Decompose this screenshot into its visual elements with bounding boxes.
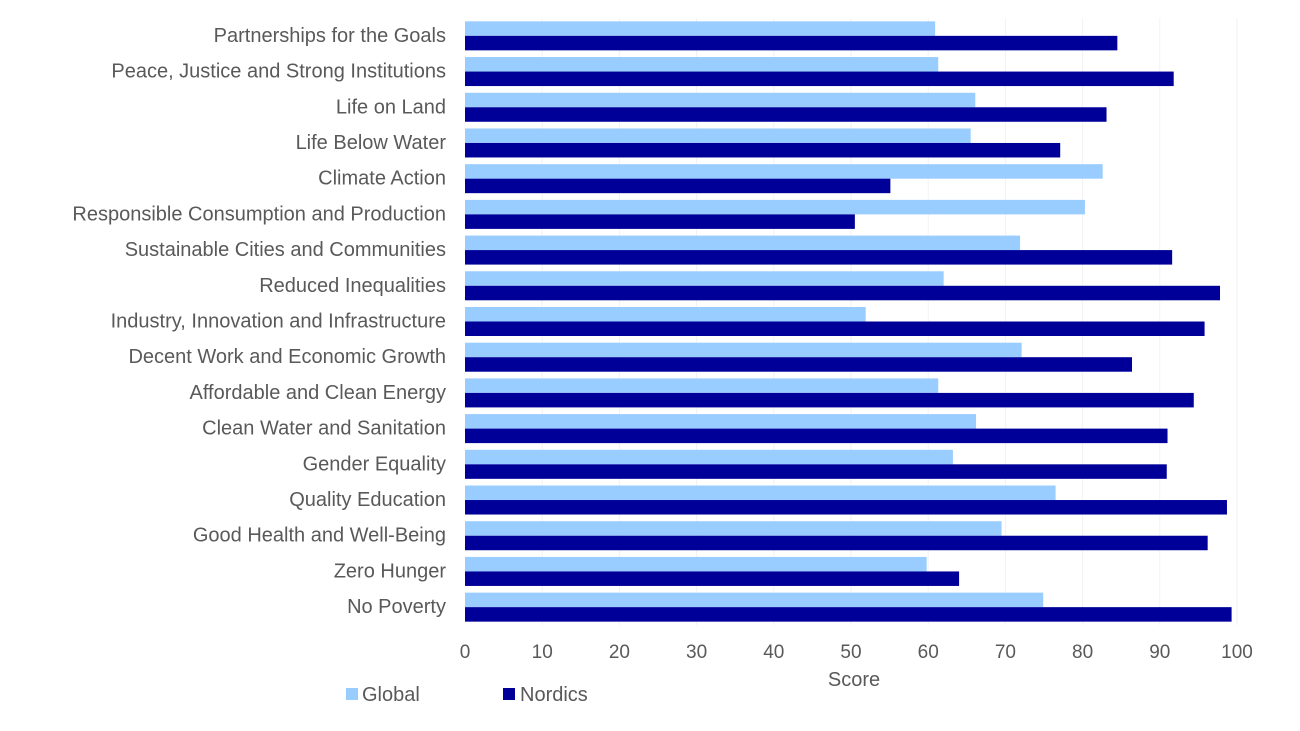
x-tick-label: 70 [995, 642, 1016, 663]
bar-global-11 [465, 199, 1085, 215]
bar-nordics-16 [465, 35, 1118, 51]
category-labels: No Poverty Zero Hunger Good Health and Wel… [72, 25, 446, 618]
bar-global-6 [465, 378, 939, 393]
x-tick-label: 80 [1072, 642, 1093, 663]
bars [465, 21, 1232, 622]
bar-global-2 [465, 521, 1002, 536]
bar-global-8 [465, 307, 866, 322]
category-label: Peace, Justice and Strong Institutions [111, 61, 446, 83]
category-label: Life Below Water [296, 132, 447, 154]
bar-nordics-14 [465, 107, 1107, 122]
bar-nordics-0 [465, 607, 1232, 622]
legend: Global Nordics [346, 684, 588, 706]
legend-swatch-nordics [503, 688, 515, 700]
bar-nordics-8 [465, 321, 1205, 336]
category-label: Affordable and Clean Energy [190, 382, 446, 404]
x-tick-label: 30 [686, 642, 707, 663]
legend-swatch-global [346, 688, 358, 700]
bar-nordics-4 [465, 464, 1167, 479]
bar-nordics-5 [465, 428, 1168, 444]
x-tick-label: 40 [763, 642, 784, 663]
category-label: Reduced Inequalities [259, 275, 446, 297]
category-label: Industry, Innovation and Infrastructure [111, 311, 446, 333]
x-tick-label: 20 [609, 642, 630, 663]
bar-global-3 [465, 485, 1056, 501]
x-tick-label: 60 [918, 642, 939, 663]
bar-global-5 [465, 414, 977, 429]
bar-nordics-10 [465, 250, 1173, 265]
category-label: Good Health and Well-Being [193, 525, 446, 547]
bar-global-7 [465, 342, 1022, 358]
x-axis-title: Score [828, 669, 880, 691]
category-label: Sustainable Cities and Communities [125, 239, 446, 261]
bar-global-1 [465, 556, 927, 572]
bar-nordics-13 [465, 142, 1061, 158]
category-label: Decent Work and Economic Growth [128, 346, 446, 368]
bar-nordics-1 [465, 571, 960, 586]
category-label: Gender Equality [303, 453, 446, 475]
bar-global-4 [465, 449, 953, 465]
bar-nordics-7 [465, 357, 1133, 372]
bar-nordics-15 [465, 71, 1174, 87]
category-label: Responsible Consumption and Production [72, 203, 446, 225]
x-tick-labels: 0 10 20 30 40 50 60 70 80 90 100 [460, 642, 1253, 663]
x-tick-label: 10 [532, 642, 553, 663]
category-label: Clean Water and Sanitation [202, 418, 446, 440]
bar-nordics-3 [465, 500, 1227, 515]
x-tick-label: 90 [1149, 642, 1170, 663]
category-label: Life on Land [336, 96, 446, 118]
category-label: Partnerships for the Goals [214, 25, 446, 47]
bar-global-13 [465, 128, 971, 143]
bar-nordics-11 [465, 214, 855, 229]
bar-global-10 [465, 235, 1021, 251]
bar-nordics-6 [465, 392, 1194, 408]
bar-nordics-9 [465, 285, 1221, 301]
x-tick-label: 100 [1221, 642, 1253, 663]
x-tick-label: 0 [460, 642, 471, 663]
category-label: Zero Hunger [334, 560, 447, 582]
legend-label-nordics: Nordics [520, 684, 588, 706]
x-tick-label: 50 [840, 642, 861, 663]
bar-global-14 [465, 92, 976, 108]
bar-nordics-12 [465, 178, 891, 194]
legend-label-global: Global [362, 684, 420, 706]
category-label: No Poverty [347, 596, 446, 618]
bar-global-16 [465, 21, 936, 36]
bar-nordics-2 [465, 535, 1208, 551]
category-label: Quality Education [289, 489, 446, 511]
bar-global-0 [465, 592, 1044, 608]
bar-global-12 [465, 164, 1103, 179]
bar-global-15 [465, 57, 939, 72]
category-label: Climate Action [318, 168, 446, 190]
bar-global-9 [465, 271, 944, 286]
